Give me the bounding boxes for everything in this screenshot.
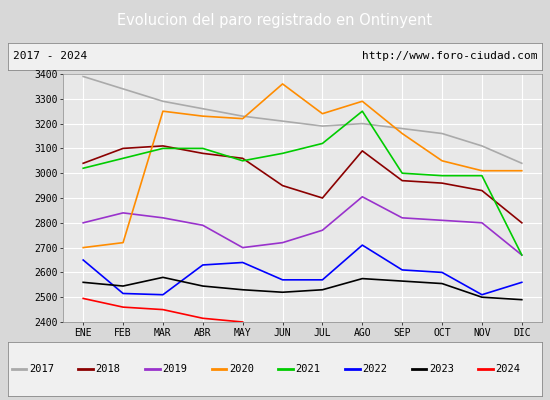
Text: 2024: 2024 [496, 364, 521, 374]
Text: 2022: 2022 [362, 364, 387, 374]
Text: 2017: 2017 [29, 364, 54, 374]
Text: 2017 - 2024: 2017 - 2024 [13, 51, 87, 61]
Text: 2018: 2018 [96, 364, 120, 374]
Text: Evolucion del paro registrado en Ontinyent: Evolucion del paro registrado en Ontinye… [118, 14, 432, 28]
Text: 2021: 2021 [296, 364, 321, 374]
Text: http://www.foro-ciudad.com: http://www.foro-ciudad.com [362, 51, 537, 61]
Text: 2019: 2019 [162, 364, 188, 374]
Text: 2023: 2023 [429, 364, 454, 374]
Text: 2020: 2020 [229, 364, 254, 374]
